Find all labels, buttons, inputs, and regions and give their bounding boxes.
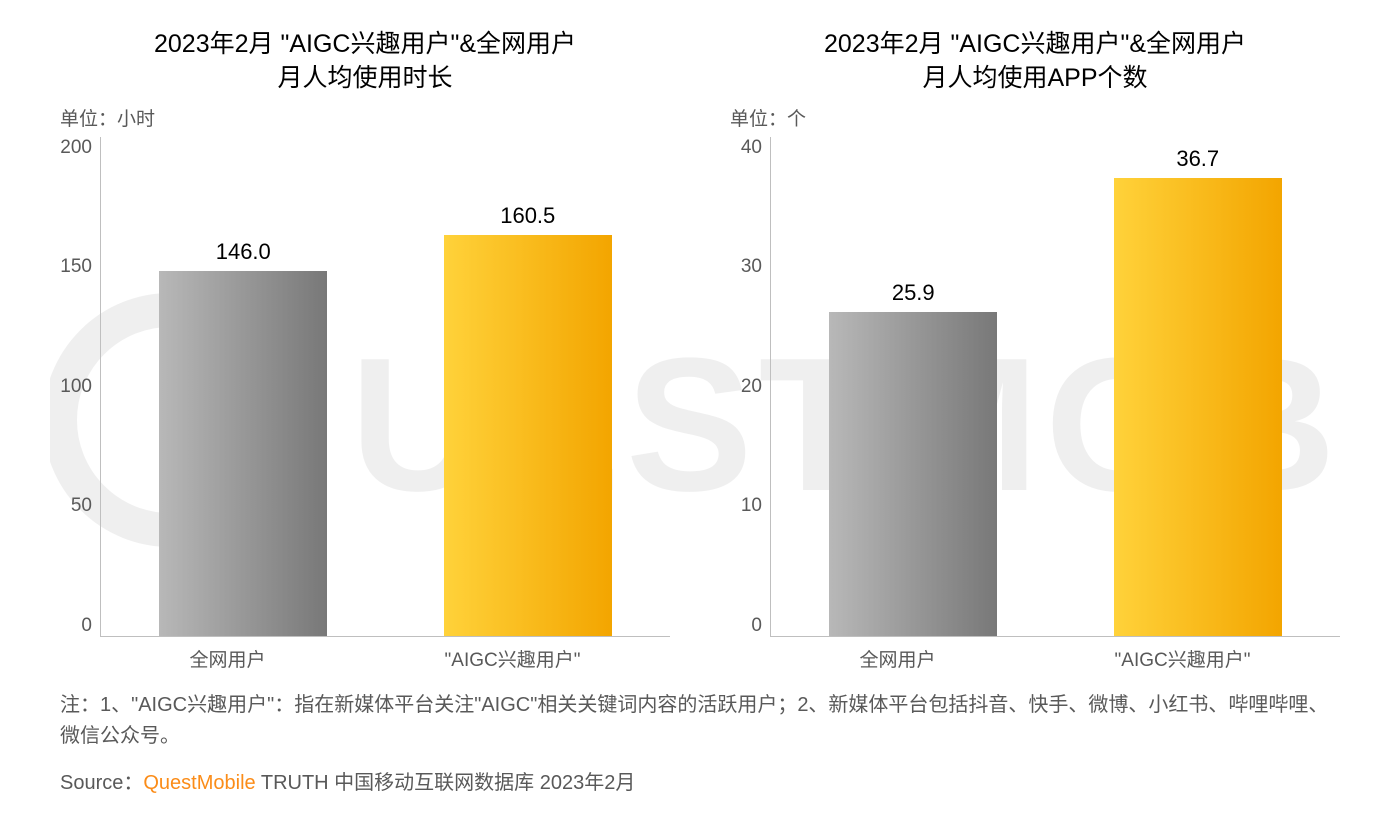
y-tick: 10	[741, 495, 762, 517]
bar-value-label: 36.7	[1176, 146, 1219, 172]
right-x-categories: 全网用户 "AIGC兴趣用户"	[770, 637, 1340, 672]
left-x-axis: 全网用户 "AIGC兴趣用户"	[60, 637, 670, 672]
left-plot: 146.0 160.5	[100, 137, 670, 637]
footer: 注：1、"AIGC兴趣用户"：指在新媒体平台关注"AIGC"相关关键词内容的活跃…	[60, 690, 1340, 795]
y-tick: 30	[741, 256, 762, 278]
bar-value-label: 146.0	[216, 239, 271, 265]
right-plot-wrap: 40 30 20 10 0 25.9 36.7	[730, 137, 1340, 637]
left-title-line1: 2023年2月 "AIGC兴趣用户"&全网用户	[60, 28, 670, 62]
page-root: UESTMOBILE 2023年2月 "AIGC兴趣用户"&全网用户 月人均使用…	[0, 0, 1400, 840]
right-plot: 25.9 36.7	[770, 137, 1340, 637]
y-tick: 40	[741, 137, 762, 159]
bar	[444, 235, 612, 635]
x-category-label: 全网用户	[190, 645, 266, 672]
right-chart-title: 2023年2月 "AIGC兴趣用户"&全网用户 月人均使用APP个数	[730, 28, 1340, 96]
y-tick: 200	[60, 137, 92, 159]
bar-value-label: 25.9	[892, 280, 935, 306]
left-chart: 2023年2月 "AIGC兴趣用户"&全网用户 月人均使用时长 单位：小时 20…	[60, 28, 670, 672]
left-plot-wrap: 200 150 100 50 0 146.0 160.5	[60, 137, 670, 637]
left-title-line2: 月人均使用时长	[60, 62, 670, 96]
y-tick: 50	[71, 495, 92, 517]
left-x-categories: 全网用户 "AIGC兴趣用户"	[100, 637, 670, 672]
source-prefix: Source：	[60, 772, 143, 794]
y-tick: 20	[741, 376, 762, 398]
right-unit-label: 单位：个	[730, 104, 1340, 131]
bar-column: 160.5	[414, 137, 642, 636]
charts-row: 2023年2月 "AIGC兴趣用户"&全网用户 月人均使用时长 单位：小时 20…	[60, 28, 1340, 672]
y-tick: 150	[60, 256, 92, 278]
right-x-axis: 全网用户 "AIGC兴趣用户"	[730, 637, 1340, 672]
right-title-line2: 月人均使用APP个数	[730, 62, 1340, 96]
x-category-label: 全网用户	[860, 645, 936, 672]
right-title-line1: 2023年2月 "AIGC兴趣用户"&全网用户	[730, 28, 1340, 62]
left-chart-title: 2023年2月 "AIGC兴趣用户"&全网用户 月人均使用时长	[60, 28, 670, 96]
footnote: 注：1、"AIGC兴趣用户"：指在新媒体平台关注"AIGC"相关关键词内容的活跃…	[60, 690, 1340, 752]
source-line: Source：QuestMobile TRUTH 中国移动互联网数据库 2023…	[60, 766, 1340, 795]
bar-column: 25.9	[799, 137, 1027, 636]
source-brand: QuestMobile	[143, 772, 255, 794]
right-y-axis: 40 30 20 10 0	[730, 137, 770, 637]
source-rest: TRUTH 中国移动互联网数据库 2023年2月	[256, 772, 636, 794]
right-bars: 25.9 36.7	[771, 137, 1340, 636]
bar	[159, 271, 327, 635]
bar-column: 146.0	[129, 137, 357, 636]
left-y-axis: 200 150 100 50 0	[60, 137, 100, 637]
x-category-label: "AIGC兴趣用户"	[445, 645, 581, 672]
left-bars: 146.0 160.5	[101, 137, 670, 636]
bar-value-label: 160.5	[500, 203, 555, 229]
bar	[829, 312, 997, 635]
y-tick: 0	[751, 615, 762, 637]
left-unit-label: 单位：小时	[60, 104, 670, 131]
y-tick: 0	[81, 615, 92, 637]
x-category-label: "AIGC兴趣用户"	[1115, 645, 1251, 672]
right-chart: 2023年2月 "AIGC兴趣用户"&全网用户 月人均使用APP个数 单位：个 …	[730, 28, 1340, 672]
bar-column: 36.7	[1084, 137, 1312, 636]
bar	[1114, 178, 1282, 636]
y-tick: 100	[60, 376, 92, 398]
